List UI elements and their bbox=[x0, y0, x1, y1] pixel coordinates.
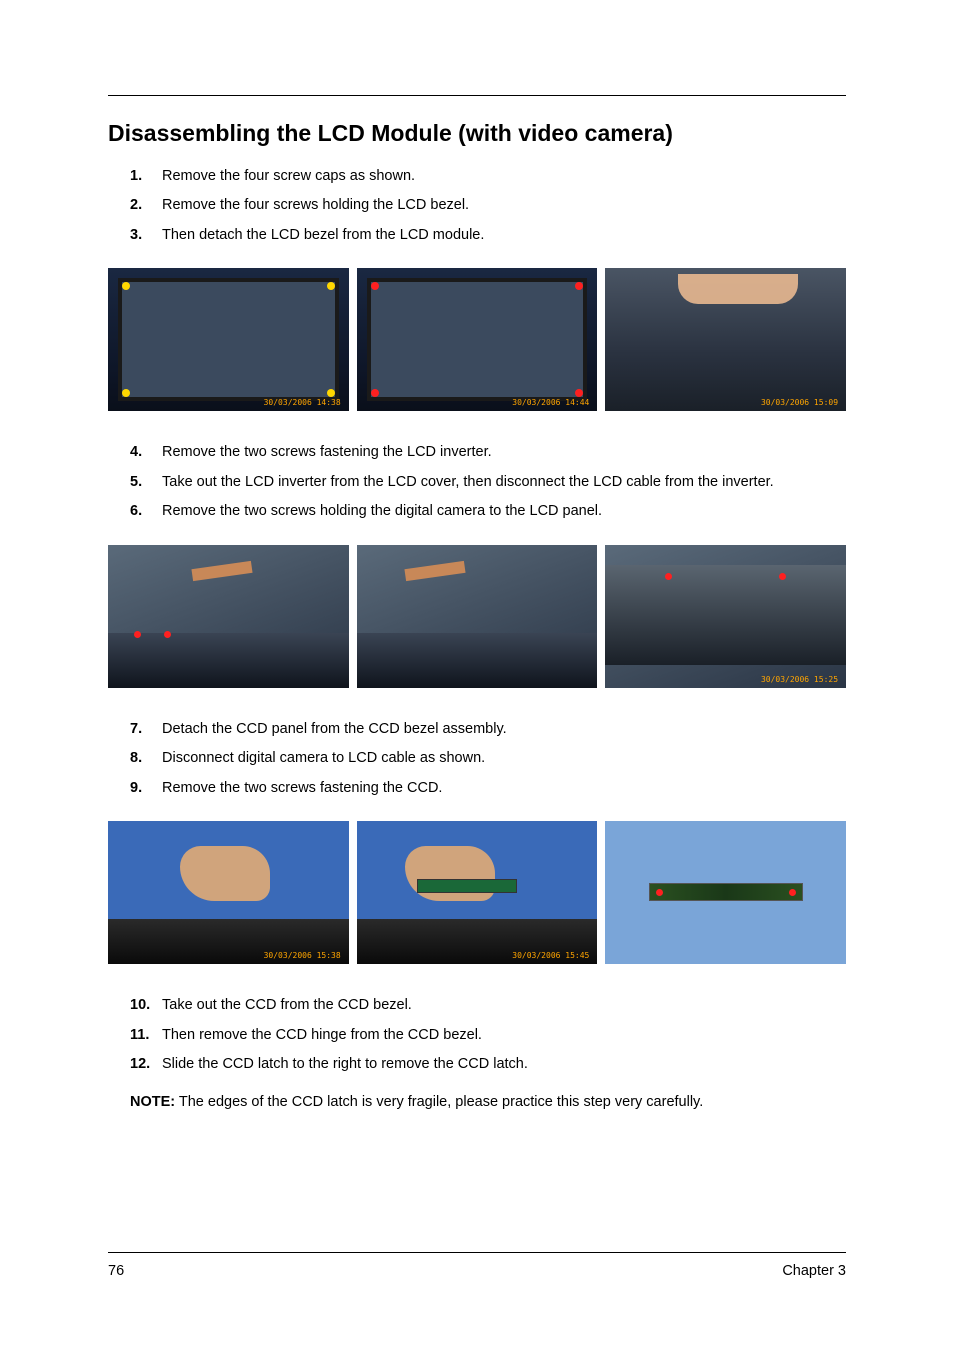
note-text: The edges of the CCD latch is very fragi… bbox=[175, 1094, 703, 1110]
step-item: 8.Disconnect digital camera to LCD cable… bbox=[130, 747, 846, 769]
step-item: 12.Slide the CCD latch to the right to r… bbox=[130, 1053, 846, 1075]
step-text: Remove the four screw caps as shown. bbox=[162, 165, 846, 187]
note-label: NOTE: bbox=[130, 1094, 175, 1110]
step-item: 10.Take out the CCD from the CCD bezel. bbox=[130, 994, 846, 1016]
photo-timestamp: 30/03/2006 15:45 bbox=[512, 951, 589, 960]
step-number: 3. bbox=[130, 224, 162, 246]
image-row-3: 30/03/2006 15:38 30/03/2006 15:45 bbox=[108, 821, 846, 964]
header-rule bbox=[108, 95, 846, 96]
screw-marker-icon bbox=[164, 631, 171, 638]
section-title: Disassembling the LCD Module (with video… bbox=[108, 120, 846, 147]
footer-row: 76 Chapter 3 bbox=[108, 1263, 846, 1279]
step-text: Remove the two screws holding the digita… bbox=[162, 500, 846, 522]
hand-graphic bbox=[180, 846, 270, 901]
step-number: 10. bbox=[130, 994, 162, 1016]
step-number: 7. bbox=[130, 718, 162, 740]
step-list-c: 7.Detach the CCD panel from the CCD beze… bbox=[130, 718, 846, 799]
photo-timestamp: 30/03/2006 14:38 bbox=[264, 398, 341, 407]
panel-edge-graphic bbox=[108, 633, 349, 688]
step-list-a: 1.Remove the four screw caps as shown. 2… bbox=[130, 165, 846, 246]
lcd-bezel-graphic bbox=[367, 278, 588, 401]
step-number: 4. bbox=[130, 441, 162, 463]
photo-timestamp: 30/03/2006 15:25 bbox=[761, 675, 838, 684]
step-item: 1.Remove the four screw caps as shown. bbox=[130, 165, 846, 187]
chapter-label: Chapter 3 bbox=[782, 1263, 846, 1279]
step-text: Take out the LCD inverter from the LCD c… bbox=[162, 471, 846, 493]
ccd-board-graphic bbox=[417, 879, 517, 893]
step-text: Slide the CCD latch to the right to remo… bbox=[162, 1053, 846, 1075]
step-item: 5.Take out the LCD inverter from the LCD… bbox=[130, 471, 846, 493]
step-item: 11.Then remove the CCD hinge from the CC… bbox=[130, 1024, 846, 1046]
step-text: Remove the two screws fastening the LCD … bbox=[162, 441, 846, 463]
step-text: Then remove the CCD hinge from the CCD b… bbox=[162, 1024, 846, 1046]
screw-marker-icon bbox=[779, 573, 786, 580]
step-item: 9.Remove the two screws fastening the CC… bbox=[130, 777, 846, 799]
photo-timestamp: 30/03/2006 15:09 bbox=[761, 398, 838, 407]
step-list-b: 4.Remove the two screws fastening the LC… bbox=[130, 441, 846, 522]
component-graphic bbox=[192, 561, 253, 581]
step-text: Then detach the LCD bezel from the LCD m… bbox=[162, 224, 846, 246]
photo-timestamp: 30/03/2006 14:44 bbox=[512, 398, 589, 407]
step-text: Remove the four screws holding the LCD b… bbox=[162, 194, 846, 216]
step-item: 4.Remove the two screws fastening the LC… bbox=[130, 441, 846, 463]
step-number: 9. bbox=[130, 777, 162, 799]
step-number: 8. bbox=[130, 747, 162, 769]
photo-timestamp: 30/03/2006 15:38 bbox=[264, 951, 341, 960]
step-item: 6.Remove the two screws holding the digi… bbox=[130, 500, 846, 522]
footer-rule bbox=[108, 1252, 846, 1253]
step-text: Disconnect digital camera to LCD cable a… bbox=[162, 747, 846, 769]
figure-detach-ccd: 30/03/2006 15:38 bbox=[108, 821, 349, 964]
step-item: 3.Then detach the LCD bezel from the LCD… bbox=[130, 224, 846, 246]
figure-inverter-screws bbox=[108, 545, 349, 688]
step-list-d: 10.Take out the CCD from the CCD bezel. … bbox=[130, 994, 846, 1075]
figure-disconnect-cable: 30/03/2006 15:45 bbox=[357, 821, 598, 964]
step-number: 11. bbox=[130, 1024, 162, 1046]
panel-edge-graphic bbox=[357, 633, 598, 688]
note-line: NOTE: The edges of the CCD latch is very… bbox=[130, 1094, 846, 1110]
step-item: 2.Remove the four screws holding the LCD… bbox=[130, 194, 846, 216]
step-item: 7.Detach the CCD panel from the CCD beze… bbox=[130, 718, 846, 740]
ccd-chip-graphic bbox=[649, 883, 803, 901]
image-row-1: 30/03/2006 14:38 30/03/2006 14:44 30/03/… bbox=[108, 268, 846, 411]
image-row-2: 30/03/2006 15:25 bbox=[108, 545, 846, 688]
page: Disassembling the LCD Module (with video… bbox=[0, 0, 954, 1351]
figure-screw-caps: 30/03/2006 14:38 bbox=[108, 268, 349, 411]
step-number: 6. bbox=[130, 500, 162, 522]
step-text: Detach the CCD panel from the CCD bezel … bbox=[162, 718, 846, 740]
step-text: Remove the two screws fastening the CCD. bbox=[162, 777, 846, 799]
step-number: 1. bbox=[130, 165, 162, 187]
lcd-bezel-graphic bbox=[118, 278, 339, 401]
figure-inverter-cable bbox=[357, 545, 598, 688]
figure-ccd-screws bbox=[605, 821, 846, 964]
page-footer: 76 Chapter 3 bbox=[108, 1252, 846, 1279]
screw-marker-icon bbox=[134, 631, 141, 638]
figure-bezel-screws: 30/03/2006 14:44 bbox=[357, 268, 598, 411]
step-number: 2. bbox=[130, 194, 162, 216]
figure-detach-bezel: 30/03/2006 15:09 bbox=[605, 268, 846, 411]
step-number: 12. bbox=[130, 1053, 162, 1075]
step-text: Take out the CCD from the CCD bezel. bbox=[162, 994, 846, 1016]
page-number: 76 bbox=[108, 1263, 124, 1279]
hands-graphic bbox=[678, 274, 798, 304]
figure-camera-screws: 30/03/2006 15:25 bbox=[605, 545, 846, 688]
panel-graphic bbox=[605, 565, 846, 665]
step-number: 5. bbox=[130, 471, 162, 493]
component-graphic bbox=[404, 561, 465, 581]
